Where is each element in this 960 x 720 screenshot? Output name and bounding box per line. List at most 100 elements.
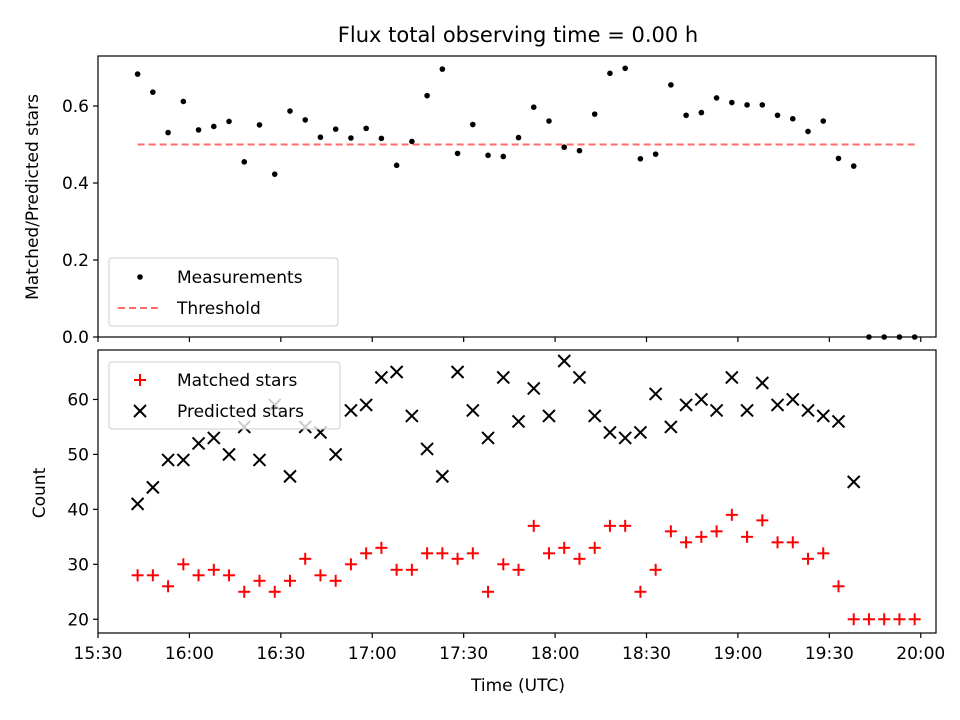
legend-matched-label: Matched stars [177, 371, 297, 391]
predicted-star-point [328, 447, 343, 462]
predicted-star-point [130, 497, 145, 511]
measurement-point [698, 109, 705, 116]
chart-title: Flux total observing time = 0.00 h [338, 23, 698, 47]
measurement-point [500, 153, 507, 160]
predicted-star-point [146, 480, 160, 495]
measurement-point [683, 112, 689, 119]
matched-star-point [542, 547, 555, 560]
predicted-star-point [572, 370, 587, 385]
measurement-point [165, 129, 171, 136]
measurement-point [287, 108, 293, 114]
measurement-point [302, 117, 309, 123]
predicted-star-point [801, 403, 815, 418]
measurement-point [835, 155, 842, 162]
matched-star-point [527, 519, 540, 532]
legend-predicted-label: Predicted stars [177, 402, 304, 422]
matched-star-point [223, 569, 236, 582]
y-tick-label: 60 [67, 390, 89, 410]
matched-star-point [390, 563, 403, 576]
matched-star-point [741, 530, 754, 543]
predicted-star-point [466, 403, 480, 418]
matched-star-point [436, 547, 449, 560]
predicted-star-point [709, 403, 724, 418]
y-tick-label: 0.6 [62, 97, 89, 117]
predicted-star-point [283, 469, 297, 484]
measurement-point [256, 122, 263, 128]
predicted-star-point [511, 414, 526, 429]
measurement-point [668, 82, 674, 88]
matched-star-point [664, 525, 677, 538]
matched-star-point [878, 613, 891, 626]
matched-star-point [893, 613, 906, 626]
measurement-point [226, 118, 232, 125]
x-tick-label: 15:30 [74, 644, 123, 664]
measurement-point [470, 121, 476, 128]
matched-star-point [497, 558, 510, 571]
y-tick-label: 0.0 [62, 328, 89, 348]
y-tick-label: 0.2 [62, 251, 89, 271]
measurement-point [820, 118, 827, 124]
measurement-point [622, 65, 628, 72]
y-axis-label-count: Count [30, 467, 50, 518]
predicted-star-point [694, 392, 709, 407]
predicted-star-point [587, 409, 602, 423]
matched-star-point [344, 558, 357, 571]
matched-star-point [238, 585, 251, 598]
y-ticks-ratio: 0.0 0.2 0.4 0.6 [62, 97, 98, 348]
legend-measurements-label: Measurements [177, 268, 303, 288]
measurement-point [393, 162, 400, 169]
predicted-star-point [755, 376, 770, 390]
measurement-point [805, 128, 811, 135]
matched-star-point [283, 574, 296, 587]
predicted-star-point [816, 409, 830, 423]
legend-ratio: Measurements Threshold [108, 257, 339, 327]
measurement-point [363, 125, 369, 132]
measurement-point [591, 111, 598, 117]
measurement-point [850, 163, 857, 169]
y-tick-label: 20 [67, 610, 89, 630]
measurement-point [637, 155, 644, 162]
matched-star-point [558, 541, 571, 554]
x-ticks-ratio [97, 337, 922, 342]
measurement-point [607, 70, 613, 77]
x-tick-label: 18:00 [531, 644, 580, 664]
predicted-star-point [344, 403, 358, 418]
legend-matched-marker [134, 374, 146, 386]
legend-ratio-box [108, 257, 339, 327]
matched-star-point [725, 508, 738, 521]
y-tick-label: 40 [67, 500, 89, 520]
predicted-star-point [161, 453, 175, 467]
y-tick-label: 0.4 [62, 174, 89, 194]
x-tick-label: 19:00 [713, 644, 762, 664]
measurement-point [454, 150, 461, 157]
matched-star-point [421, 547, 434, 560]
measurement-point [348, 135, 354, 141]
measurement-point [134, 71, 141, 77]
legend-predicted-marker [133, 404, 147, 418]
legend-count: Matched stars Predicted stars [108, 361, 341, 430]
ratio-marks [134, 65, 918, 340]
matched-star-point [451, 552, 464, 565]
predicted-star-point [191, 436, 206, 451]
predicted-star-point [679, 398, 693, 412]
measurement-point [409, 138, 415, 145]
matched-star-point [253, 574, 266, 587]
predicted-star-point [405, 409, 419, 423]
predicted-star-point [847, 475, 861, 489]
predicted-star-point [527, 381, 541, 396]
measurement-point [424, 92, 430, 99]
predicted-star-point [648, 387, 663, 401]
count-axes-frame [97, 349, 937, 634]
predicted-star-point [252, 453, 267, 467]
measurement-point [729, 99, 735, 106]
matched-star-point [162, 580, 175, 593]
matched-star-point [512, 563, 525, 576]
matched-star-point [314, 569, 327, 582]
measurement-point [713, 95, 720, 101]
y-axis-label-ratio: Matched/Predicted stars [23, 94, 43, 300]
x-tick-label: 17:00 [348, 644, 397, 664]
matched-star-point [146, 569, 159, 582]
measurement-point [317, 134, 324, 141]
